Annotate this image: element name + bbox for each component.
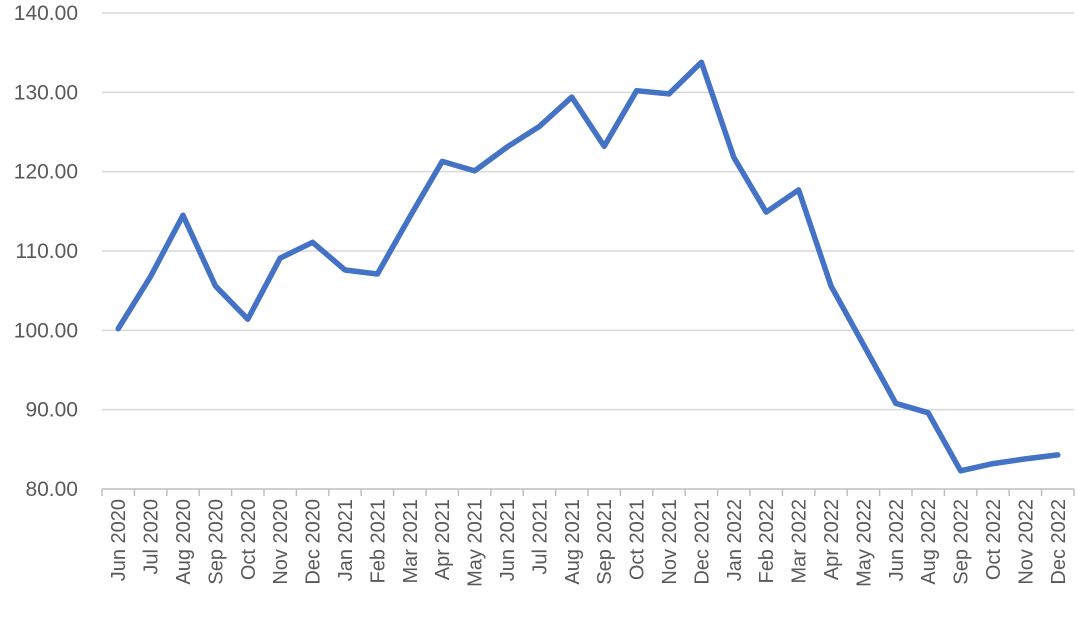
data-point (116, 326, 121, 331)
x-tick-label: Feb 2022 (756, 499, 778, 584)
data-point (926, 410, 931, 416)
x-tick-label: Apr 2022 (821, 499, 843, 580)
data-point (440, 159, 445, 164)
data-point (472, 168, 477, 174)
x-axis (101, 488, 1075, 496)
data-point (634, 88, 639, 93)
x-tick-label: Sep 2022 (951, 499, 973, 585)
data-point (699, 59, 704, 65)
series-line (115, 59, 1061, 474)
x-tick-label: May 2022 (853, 499, 875, 587)
y-tick-label: 80.00 (25, 478, 78, 501)
data-point (828, 283, 834, 289)
data-point (342, 267, 348, 273)
x-tick-label: Aug 2022 (918, 499, 940, 585)
x-tick-label: Aug 2020 (173, 499, 195, 585)
y-tick-label: 90.00 (25, 399, 78, 422)
x-tick-label: Feb 2021 (367, 499, 389, 584)
y-tick-label: 100.00 (14, 319, 78, 342)
data-point (1055, 452, 1061, 458)
data-point (861, 342, 866, 347)
x-tick-label: Dec 2020 (303, 499, 325, 585)
x-tick-label: Oct 2020 (238, 499, 260, 580)
data-point (245, 317, 250, 322)
data-point (893, 401, 898, 406)
series-layer (115, 59, 1061, 474)
x-tick-label: Aug 2021 (562, 499, 584, 585)
data-point (796, 187, 801, 193)
y-tick-label: 130.00 (14, 81, 78, 104)
data-point (1023, 456, 1028, 462)
data-point (958, 468, 963, 473)
data-point (990, 461, 996, 466)
x-tick-label: Nov 2022 (1015, 499, 1037, 585)
y-tick-label: 110.00 (15, 240, 78, 263)
data-point (537, 124, 542, 129)
data-point (278, 255, 283, 261)
x-tick-label: Apr 2021 (432, 499, 454, 580)
x-axis-ticks: Jun 2020 Jul 2020 Aug 2020 Sep 2020 Oct 2020… (108, 499, 1070, 587)
y-tick-label: 140.00 (14, 2, 78, 25)
x-tick-label: Jul 2021 (529, 499, 551, 575)
x-tick-label: Dec 2021 (691, 499, 713, 585)
data-point (310, 240, 315, 245)
data-point (180, 213, 186, 218)
x-tick-label: Dec 2022 (1048, 499, 1070, 585)
y-axis-ticks: 80.00 90.00 100.00 110.00 120.00 130.00 140.00 (14, 2, 78, 501)
x-tick-label: May 2021 (465, 499, 487, 587)
x-tick-label: Sep 2020 (205, 499, 227, 585)
data-point (666, 91, 672, 97)
data-point (731, 155, 736, 160)
y-tick-label: 120.00 (14, 161, 78, 184)
x-tick-label: Jun 2021 (497, 499, 519, 581)
data-point (764, 209, 769, 215)
x-tick-label: Nov 2020 (270, 499, 292, 585)
x-tick-label: Jan 2022 (724, 499, 746, 581)
x-tick-label: Jul 2020 (141, 499, 163, 575)
x-tick-label: Mar 2022 (789, 499, 811, 584)
x-tick-label: Sep 2021 (594, 499, 616, 585)
data-point (148, 274, 153, 279)
data-point (407, 214, 412, 220)
x-tick-label: Nov 2021 (659, 499, 681, 585)
data-point (602, 144, 607, 149)
data-point (504, 144, 510, 150)
x-tick-label: Jun 2022 (886, 499, 908, 581)
x-tick-label: Jan 2021 (335, 499, 357, 581)
data-point (375, 271, 380, 277)
x-tick-label: Jun 2020 (108, 499, 130, 581)
x-tick-label: Oct 2022 (983, 499, 1005, 580)
x-tick-label: Mar 2021 (400, 499, 422, 584)
data-point (569, 94, 574, 100)
x-tick-label: Oct 2021 (627, 499, 649, 580)
gridlines (102, 12, 1074, 411)
data-point (213, 283, 218, 289)
